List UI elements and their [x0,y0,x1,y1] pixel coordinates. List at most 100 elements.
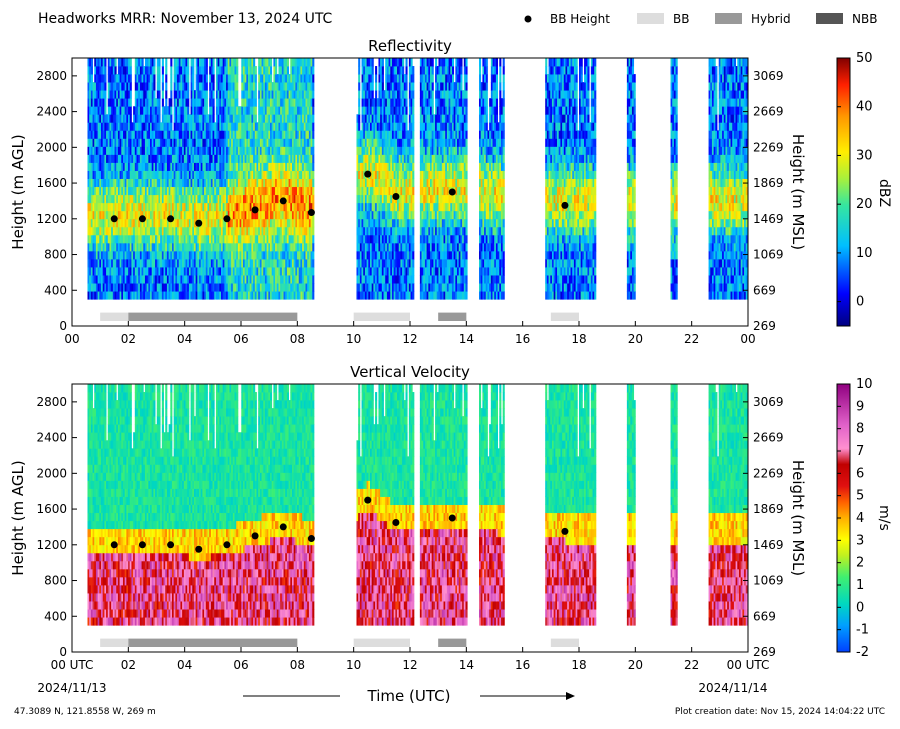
field-cell [146,106,149,115]
field-cell [281,210,284,220]
field-cell [224,226,227,236]
field-cell [126,186,129,196]
field-cell [124,162,127,171]
field-cell [364,234,368,244]
field-cell [188,242,191,252]
field-cell [219,82,222,91]
field-cell [144,218,148,228]
field-cell [264,146,268,155]
field-cell [188,146,191,155]
field-cell [131,186,134,196]
field-cell [126,202,129,212]
field-cell [300,267,303,276]
field-cell [207,154,210,163]
field-cell [168,275,171,284]
field-cell [295,259,298,268]
field-cell [197,146,200,155]
field-cell [312,267,315,276]
field-cell [111,74,114,83]
field-cell [288,283,291,292]
field-cell [226,186,229,196]
field-cell [190,162,193,171]
field-cell [263,146,266,155]
field-cell [111,154,114,163]
field-cell [143,122,146,131]
field-cell [366,186,369,196]
field-cell [114,130,117,139]
field-cell [286,154,289,163]
field-cell [155,234,158,244]
field-cell [408,114,411,123]
field-cell [264,242,268,252]
field-cell [217,90,220,99]
field-cell [405,275,408,284]
field-cell [366,146,369,155]
field-cell [307,58,310,67]
field-cell [266,162,269,171]
field-cell [102,250,105,260]
field-cell [407,226,410,236]
field-cell [270,90,273,99]
field-cell [388,90,391,99]
field-cell [419,58,422,67]
field-cell [253,242,256,252]
field-cell [390,170,393,179]
field-cell [90,194,93,204]
field-cell [165,291,168,300]
field-cell [185,186,188,196]
field-cell [393,186,396,196]
field-cell [204,186,207,196]
field-cell [373,162,376,171]
field-cell [283,234,286,244]
field-cell [358,146,361,155]
field-cell [237,275,240,284]
field-cell [286,170,289,179]
field-cell [412,210,415,220]
field-cell [170,82,173,91]
field-cell [202,90,205,99]
field-cell [117,275,120,284]
field-cell [122,170,126,179]
field-cell [373,242,376,252]
field-cell [385,202,388,212]
field-cell [278,218,281,228]
field-cell [200,130,203,139]
field-cell [251,275,254,284]
field-cell [358,242,361,252]
field-cell [259,291,262,300]
field-cell [380,82,383,91]
field-cell [259,58,262,67]
field-cell [234,154,237,163]
field-cell [156,58,159,67]
field-cell [148,58,151,67]
field-cell [259,178,262,188]
field-cell [193,234,197,244]
field-cell [160,210,163,220]
field-cell [370,106,373,115]
field-cell [280,130,283,139]
field-cell [234,82,237,91]
field-cell [307,275,310,284]
field-cell [307,154,310,163]
field-cell [298,186,301,196]
field-cell [370,162,373,171]
field-cell [390,194,393,204]
field-cell [187,194,190,204]
field-cell [242,74,246,83]
field-cell [89,146,92,155]
field-cell [237,250,240,260]
field-cell [131,210,134,220]
field-cell [128,138,131,147]
field-cell [368,291,371,300]
field-cell [259,259,262,268]
field-cell [234,162,237,171]
field-cell [221,122,224,131]
field-cell [193,250,197,260]
field-cell [419,138,422,147]
field-cell [207,283,210,292]
field-cell [166,267,170,276]
field-cell [106,242,109,252]
field-cell [106,275,109,284]
field-cell [87,170,90,179]
field-cell [249,122,252,131]
